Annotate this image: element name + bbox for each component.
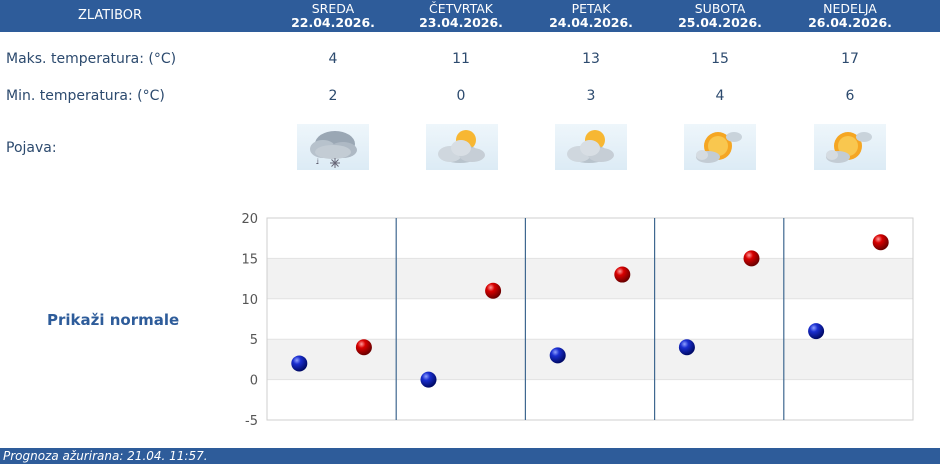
day-date: 24.04.2026. <box>549 15 633 30</box>
temperature-chart: 20 15 10 5 0 -5 <box>241 212 914 429</box>
min-temp-point <box>549 347 566 364</box>
grid-band <box>267 339 913 380</box>
day-header: SREDA 22.04.2026. <box>278 2 388 30</box>
min-temp-point <box>420 371 437 388</box>
max-temp-value: 15 <box>711 51 729 67</box>
max-temp-value: 13 <box>582 51 600 67</box>
max-temp-point <box>743 250 760 267</box>
day-date: 23.04.2026. <box>419 15 503 30</box>
min-temp-point <box>808 323 825 340</box>
max-temp-value: 11 <box>452 51 470 67</box>
svg-text:ᶨ: ᶨ <box>316 158 319 169</box>
min-temp-value: 2 <box>328 88 338 104</box>
cloud-snow-icon: ᶨ <box>297 124 369 170</box>
header-bar: ZLATIBOR SREDA 22.04.2026. ČETVRTAK 23.0… <box>0 0 940 32</box>
day-date: 22.04.2026. <box>291 15 375 30</box>
footer-bar: Prognoza ažurirana: 21.04. 11:57. <box>0 448 940 464</box>
max-temp-label: Maks. temperatura: (°C) <box>6 51 177 67</box>
partly-cloudy-icon <box>555 124 627 170</box>
partly-cloudy-icon <box>426 124 498 170</box>
y-tick-label: 5 <box>250 333 258 348</box>
min-temp-value: 3 <box>586 88 596 104</box>
y-tick-label: 15 <box>241 252 258 267</box>
mostly-sunny-icon <box>684 124 756 170</box>
max-temp-value: 4 <box>328 51 338 67</box>
min-temp-point <box>291 355 308 372</box>
y-tick-label: 20 <box>241 212 258 227</box>
day-header: PETAK 24.04.2026. <box>536 2 646 30</box>
location-title: ZLATIBOR <box>77 8 143 23</box>
grid-band <box>267 258 913 299</box>
min-temp-label: Min. temperatura: (°C) <box>6 88 165 104</box>
grid-band <box>267 218 913 259</box>
y-tick-label: 10 <box>241 293 258 308</box>
min-temp-point <box>678 339 695 356</box>
day-header: NEDELJA 26.04.2026. <box>795 2 905 30</box>
day-name: NEDELJA <box>823 1 877 16</box>
grid-band <box>267 379 913 420</box>
max-temp-point <box>614 266 631 283</box>
y-tick-label: 0 <box>250 374 258 389</box>
min-temp-value: 0 <box>456 88 466 104</box>
day-header: ČETVRTAK 23.04.2026. <box>406 2 516 30</box>
day-name: SREDA <box>311 1 355 16</box>
day-name: ČETVRTAK <box>428 1 493 16</box>
max-temp-point <box>872 234 889 251</box>
mostly-sunny-icon <box>814 124 886 170</box>
show-normals-link[interactable]: Prikaži normale <box>47 311 180 329</box>
day-date: 26.04.2026. <box>808 15 892 30</box>
day-name: SUBOTA <box>694 1 746 16</box>
weather-label: Pojava: <box>6 140 57 156</box>
max-temp-value: 17 <box>841 51 859 67</box>
plot-border <box>266 217 914 421</box>
min-temp-value: 6 <box>845 88 855 104</box>
day-date: 25.04.2026. <box>678 15 762 30</box>
day-name: PETAK <box>571 1 611 16</box>
max-temp-point <box>355 339 372 356</box>
min-temp-value: 4 <box>715 88 725 104</box>
day-header: SUBOTA 25.04.2026. <box>665 2 775 30</box>
y-tick-label: -5 <box>245 414 258 429</box>
forecast-updated-text: Prognoza ažurirana: 21.04. 11:57. <box>3 449 208 463</box>
max-temp-point <box>485 282 502 299</box>
grid-band <box>267 298 913 340</box>
